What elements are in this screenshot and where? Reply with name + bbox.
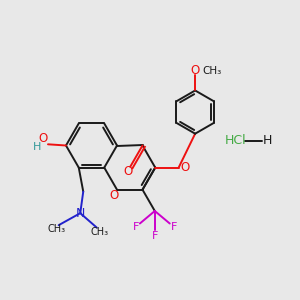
Text: CH₃: CH₃ xyxy=(202,66,221,76)
Text: F: F xyxy=(171,222,177,232)
Text: F: F xyxy=(152,231,158,241)
Text: F: F xyxy=(133,222,139,232)
Text: N: N xyxy=(76,207,85,220)
Text: H: H xyxy=(33,142,41,152)
Text: O: O xyxy=(109,189,118,202)
Text: O: O xyxy=(180,161,189,174)
Text: CH₃: CH₃ xyxy=(91,227,109,237)
Text: O: O xyxy=(38,132,47,146)
Text: CH₃: CH₃ xyxy=(48,224,66,234)
Text: H: H xyxy=(263,134,272,148)
Text: HCl: HCl xyxy=(225,134,246,148)
Text: O: O xyxy=(123,165,132,178)
Text: O: O xyxy=(190,64,200,77)
